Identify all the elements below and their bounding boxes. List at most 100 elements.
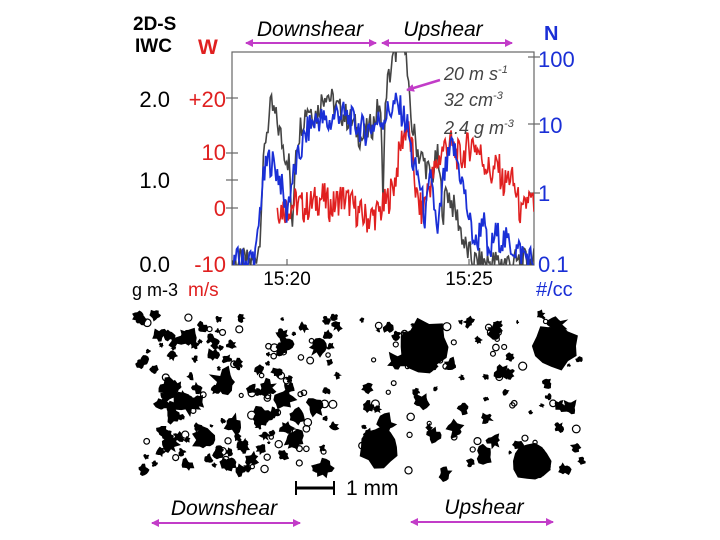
particle [382, 321, 394, 333]
particle-ring [406, 431, 413, 438]
particle [255, 408, 265, 418]
particle [538, 403, 545, 408]
particle [456, 402, 469, 416]
particle [145, 348, 151, 354]
particle [330, 313, 338, 321]
particle [270, 367, 283, 379]
particle [425, 422, 433, 433]
particle [173, 391, 202, 417]
n-tick-label: 0.1 [538, 252, 569, 277]
bottom-label-upshear: Upshear [444, 496, 524, 519]
particle-ring [303, 417, 313, 427]
particle [361, 382, 374, 395]
particle-ring [199, 391, 207, 399]
particle [155, 446, 166, 458]
particle [450, 433, 457, 439]
particle [278, 421, 295, 434]
scale-label: 1 mm [346, 477, 399, 500]
series-line-iwc [232, 52, 534, 265]
particle [291, 331, 296, 336]
particle-ring [270, 352, 278, 360]
particle [151, 460, 158, 467]
particle [210, 384, 222, 395]
particle-ring [282, 376, 291, 385]
particle [289, 406, 306, 426]
particle-ring [143, 437, 151, 445]
x-tick-label: 15:20 [263, 269, 311, 290]
particle [215, 316, 223, 323]
particle-ring [392, 341, 399, 348]
particle [196, 320, 208, 333]
particle [462, 315, 475, 329]
iwc-tick-label: 0.0 [139, 252, 170, 277]
particle-ring [297, 354, 305, 361]
particle-ring [489, 350, 497, 357]
particle [458, 319, 463, 325]
particle-ring [142, 318, 152, 328]
particle-ring [273, 408, 282, 417]
series-line-w [276, 121, 534, 233]
particle-ring [184, 313, 193, 322]
particle [482, 373, 489, 381]
segment-label-downshear: Downshear [257, 18, 364, 41]
particle-ring [571, 424, 581, 434]
n-axis-title: N [544, 23, 558, 45]
particle [305, 398, 324, 418]
particle-ring [486, 328, 495, 336]
particle-ring [247, 410, 257, 420]
particle [197, 338, 203, 345]
particle [273, 388, 298, 410]
annotation-iwc-max: 2.4 g m-3 [443, 118, 515, 138]
particle-ring [235, 325, 244, 334]
particle [181, 457, 195, 471]
particle [476, 443, 492, 465]
particle [266, 440, 271, 445]
particle [412, 387, 421, 396]
particle-ring [509, 402, 516, 409]
particle [308, 337, 327, 358]
particle-ring [495, 373, 504, 382]
particle [483, 396, 489, 402]
particle [528, 409, 534, 415]
particle-ring [501, 343, 508, 351]
particle [204, 453, 214, 463]
particle [245, 450, 260, 466]
particle [138, 463, 150, 476]
segment-label-upshear: Upshear [403, 18, 483, 41]
particle [218, 344, 224, 352]
particle [280, 317, 285, 321]
particle [243, 463, 252, 473]
particle-ring [295, 459, 303, 467]
particle-ring [247, 388, 256, 398]
iwc-tick-label: 1.0 [139, 168, 170, 193]
annotation-arrow [406, 78, 441, 92]
particle [236, 437, 249, 453]
particle-ring [265, 342, 272, 350]
w-tick-label: 0 [214, 196, 226, 221]
particle [322, 329, 333, 339]
particle [361, 424, 368, 430]
particle [160, 389, 173, 402]
particle-micrographs [132, 309, 586, 482]
x-tick-label: 15:25 [445, 269, 493, 290]
particle-ring [374, 321, 383, 330]
particle [445, 418, 465, 436]
iwc-axis-title-line2: IWC [135, 36, 172, 57]
particle [331, 321, 343, 333]
particle [558, 462, 572, 476]
w-tick-label: 10 [202, 140, 226, 165]
particle [458, 374, 465, 381]
particle [268, 429, 276, 437]
particle [255, 444, 266, 456]
annotation-w-max: 20 m s-1 [443, 64, 508, 84]
particle [554, 400, 565, 410]
iwc-tick-label: 2.0 [139, 87, 170, 112]
particle-ring [218, 328, 227, 337]
particle [333, 371, 342, 380]
particle [237, 313, 246, 323]
particle [224, 447, 233, 457]
particle [225, 339, 237, 349]
particle-ring [224, 437, 232, 445]
particle-ring [172, 454, 180, 462]
